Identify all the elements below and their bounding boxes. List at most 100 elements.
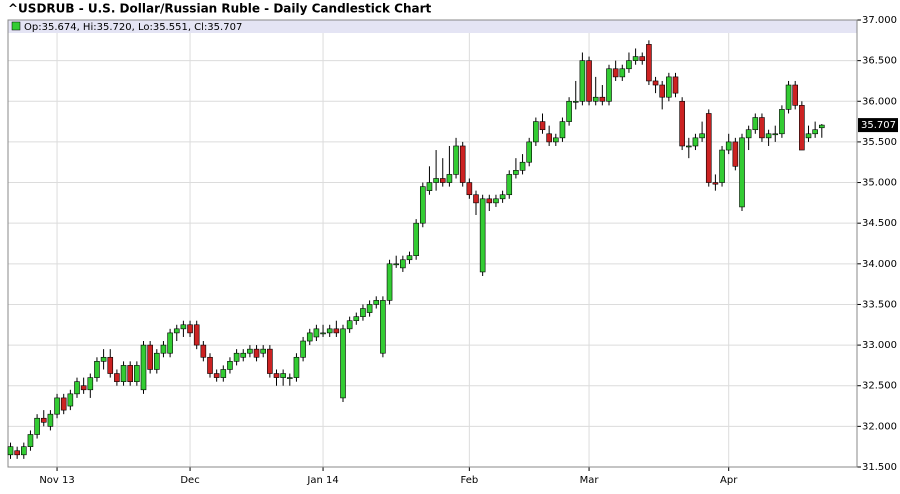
x-tick-label: Jan 14 (306, 475, 338, 486)
candle-body (27, 434, 34, 447)
chart-title: ^USDRUB - U.S. Dollar/Russian Ruble - Da… (8, 2, 432, 16)
candle-body (479, 198, 486, 273)
candle-body (286, 377, 293, 379)
candle-body (7, 446, 14, 456)
candle-body (692, 137, 699, 147)
candle-body (60, 397, 67, 411)
y-tick-label: 33.000 (862, 340, 897, 351)
candle-body (280, 373, 286, 378)
candle-body (546, 133, 552, 143)
y-tick-label: 37.000 (862, 15, 897, 26)
candle-body (134, 365, 140, 382)
candle-body (619, 68, 626, 78)
candle-body (267, 348, 273, 374)
candle-body (433, 178, 439, 183)
candle-body (193, 324, 200, 346)
candle-body (160, 344, 167, 354)
candle-body (47, 413, 54, 427)
y-tick-label: 32.000 (862, 421, 897, 432)
candle-body (765, 133, 772, 139)
candle-body (712, 182, 719, 185)
candle-body (154, 352, 160, 370)
candle-body (94, 361, 100, 378)
candle-body (459, 145, 466, 183)
candle-body (572, 100, 579, 103)
candle-body (799, 105, 805, 151)
y-tick-label: 35.500 (862, 137, 897, 148)
candle-body (326, 328, 333, 334)
candle-body (34, 417, 40, 435)
candle-body (685, 145, 692, 148)
candle-body (513, 170, 519, 175)
candle-body (812, 129, 818, 135)
y-tick-label: 34.000 (862, 259, 897, 270)
candle-body (666, 76, 672, 98)
candle-body (393, 263, 400, 266)
candle-body (626, 60, 632, 70)
candle-body (180, 324, 187, 330)
candle-body (253, 348, 260, 358)
candle-body (559, 121, 566, 139)
candle-body (400, 259, 406, 269)
candle-body (300, 340, 306, 358)
candle-body (592, 96, 599, 102)
candle-body (320, 332, 326, 335)
candle-body (426, 182, 433, 191)
candle-body (606, 68, 612, 102)
candle-body (785, 84, 792, 110)
candle-body (466, 182, 473, 196)
candle-body (752, 117, 759, 131)
candle-body (552, 137, 559, 143)
x-tick-label: Mar (580, 475, 600, 486)
candle-body (439, 178, 446, 183)
candle-body (719, 149, 725, 183)
candle-body (200, 344, 207, 358)
candle-body (566, 100, 572, 122)
y-tick-label: 35.000 (862, 178, 897, 189)
candle-body (213, 373, 220, 378)
candle-body (792, 84, 799, 106)
candle-body (519, 161, 526, 171)
candle-body (233, 352, 240, 362)
x-tick-label: Feb (460, 475, 478, 486)
candle-body (67, 393, 74, 407)
candle-body (586, 60, 592, 102)
candle-body (612, 68, 619, 78)
candle-body (646, 44, 652, 82)
candle-body (526, 141, 533, 163)
candle-body (346, 320, 353, 330)
candle-body (220, 369, 227, 378)
y-tick-label: 36.500 (862, 56, 897, 67)
candle-body (247, 348, 253, 354)
candle-body (353, 316, 360, 322)
legend-swatch (11, 21, 21, 31)
candle-body (373, 300, 380, 305)
candle-body (805, 133, 812, 139)
legend-band (8, 20, 857, 33)
candle-body (779, 109, 785, 135)
y-tick-label: 31.500 (862, 462, 897, 473)
candle-body (240, 352, 247, 358)
candle-body (659, 84, 666, 98)
x-tick-label: Nov 13 (39, 475, 74, 486)
candle-body (725, 141, 732, 151)
y-tick-label: 34.500 (862, 218, 897, 229)
candle-body (486, 198, 493, 204)
candle-body (473, 194, 479, 204)
candle-body (652, 80, 659, 86)
candle-body (672, 76, 679, 94)
candle-body (818, 124, 825, 129)
candle-body (732, 141, 739, 167)
candle-body (360, 308, 366, 317)
last-price-label: 35.707 (861, 120, 896, 131)
candle-body (759, 117, 765, 139)
candle-body (705, 113, 712, 183)
candle-body (386, 263, 393, 301)
candle-body (120, 365, 127, 382)
candle-body (333, 328, 340, 334)
candle-body (74, 381, 80, 395)
candle-body (87, 377, 94, 391)
x-tick-label: Dec (180, 475, 199, 486)
x-tick-label: Apr (720, 475, 738, 486)
